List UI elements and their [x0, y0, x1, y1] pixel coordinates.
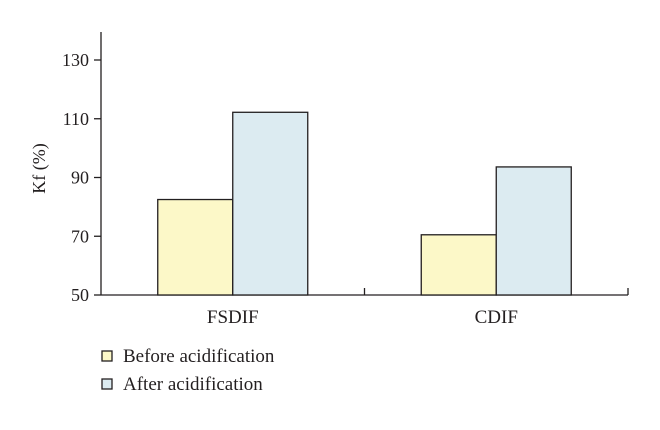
bar-cdif-after [495, 166, 572, 296]
legend: Before acidification After acidification [101, 346, 275, 395]
legend-label: After acidification [123, 374, 263, 395]
y-tick-label: 50 [71, 285, 89, 305]
legend-swatch [101, 350, 113, 362]
bar-cdif-before [420, 234, 497, 296]
bar-fsdif-after [232, 111, 309, 296]
y-tick-label: 110 [63, 109, 89, 129]
legend-label: Before acidification [123, 346, 275, 367]
bars [157, 111, 572, 296]
x-category-label: FSDIF [207, 307, 259, 328]
y-tick-label: 70 [71, 226, 89, 246]
bar-fsdif-before [157, 198, 234, 296]
y-axis: 50 70 90 110 130 Kf (%) [29, 32, 102, 305]
x-category-label: CDIF [475, 307, 518, 328]
y-axis-title: Kf (%) [29, 143, 50, 193]
legend-swatch [101, 378, 113, 390]
y-tick-label: 90 [71, 168, 89, 188]
y-tick-label: 130 [62, 50, 89, 70]
